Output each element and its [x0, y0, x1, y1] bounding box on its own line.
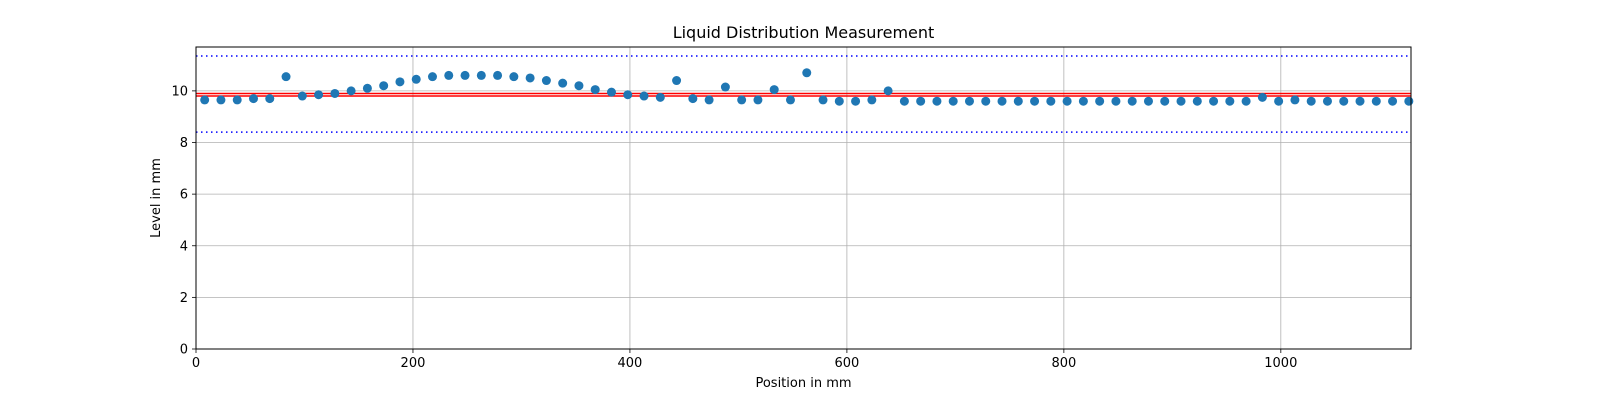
y-tick-label: 0 [180, 343, 188, 358]
data-point [997, 96, 1007, 106]
chart-title: Liquid Distribution Measurement [673, 23, 935, 42]
y-tick-label: 8 [180, 136, 188, 151]
data-point [655, 92, 665, 102]
data-point [297, 91, 307, 101]
x-tick-label: 400 [618, 356, 643, 371]
data-point [265, 94, 275, 104]
data-point [753, 95, 763, 105]
data-point [785, 95, 795, 105]
data-point [1290, 95, 1300, 105]
data-point [427, 72, 437, 82]
data-point [639, 91, 649, 101]
data-point [346, 86, 356, 96]
y-tick-label: 2 [180, 291, 188, 306]
data-point [1209, 96, 1219, 106]
data-point [444, 70, 454, 80]
plot-frame [195, 46, 1412, 350]
data-point [411, 74, 421, 84]
data-point [1322, 96, 1332, 106]
data-point [1371, 96, 1381, 106]
data-point [916, 96, 926, 106]
x-tick-label: 600 [834, 356, 859, 371]
data-point [281, 72, 291, 82]
data-point [525, 73, 535, 83]
data-point [883, 86, 893, 96]
data-point [1030, 96, 1040, 106]
data-point [1176, 96, 1186, 106]
data-point [769, 85, 779, 95]
y-tick-label: 6 [180, 188, 188, 203]
data-point [1257, 92, 1267, 102]
data-point [1013, 96, 1023, 106]
data-point [688, 94, 698, 104]
data-point [623, 90, 633, 100]
data-point [330, 88, 340, 98]
reference-lines [196, 55, 1411, 133]
data-point [1241, 96, 1251, 106]
data-point [981, 96, 991, 106]
data-point [964, 96, 974, 106]
data-point [867, 95, 877, 105]
data-point [200, 95, 210, 105]
data-point [509, 72, 519, 82]
data-point [574, 81, 584, 91]
x-tick-label: 0 [192, 356, 200, 371]
x-tick-label: 800 [1051, 356, 1076, 371]
data-point [1404, 96, 1414, 106]
data-point [1143, 96, 1153, 106]
data-point [460, 70, 470, 80]
data-point [606, 87, 616, 97]
data-point [737, 95, 747, 105]
y-tick-label: 4 [180, 239, 188, 254]
data-point [314, 90, 324, 100]
data-point [379, 81, 389, 91]
data-point [1225, 96, 1235, 106]
x-tick-label: 200 [401, 356, 426, 371]
data-point [851, 96, 861, 106]
x-axis-title: Position in mm [755, 376, 851, 391]
data-point [232, 95, 242, 105]
data-point [590, 85, 600, 95]
data-point [948, 96, 958, 106]
data-point [1355, 96, 1365, 106]
data-point [493, 70, 503, 80]
data-point [1388, 96, 1398, 106]
data-point [1192, 96, 1202, 106]
data-point [541, 76, 551, 86]
data-points [200, 68, 1414, 106]
data-point [1274, 96, 1284, 106]
data-point [1339, 96, 1349, 106]
y-axis-title: Level in mm [149, 158, 164, 238]
data-point [1127, 96, 1137, 106]
data-point [1160, 96, 1170, 106]
data-point [395, 77, 405, 87]
data-point [1095, 96, 1105, 106]
data-point [362, 83, 372, 93]
y-tick-label: 10 [171, 84, 188, 99]
data-point [1062, 96, 1072, 106]
data-point [1306, 96, 1316, 106]
data-point [932, 96, 942, 106]
data-point [248, 94, 258, 104]
x-tick-label: 1000 [1264, 356, 1297, 371]
data-point [1046, 96, 1056, 106]
data-point [1111, 96, 1121, 106]
data-point [818, 95, 828, 105]
axis-ticks: 0 200 400 600 800 1000 0 2 4 6 8 10 [171, 84, 1297, 371]
data-point [899, 96, 909, 106]
data-point [704, 95, 714, 105]
data-point [720, 82, 730, 92]
data-point [672, 76, 682, 86]
data-point [802, 68, 812, 78]
data-point [216, 95, 226, 105]
data-point [558, 78, 568, 88]
data-point [1078, 96, 1088, 106]
data-point [834, 96, 844, 106]
data-point [476, 70, 486, 80]
